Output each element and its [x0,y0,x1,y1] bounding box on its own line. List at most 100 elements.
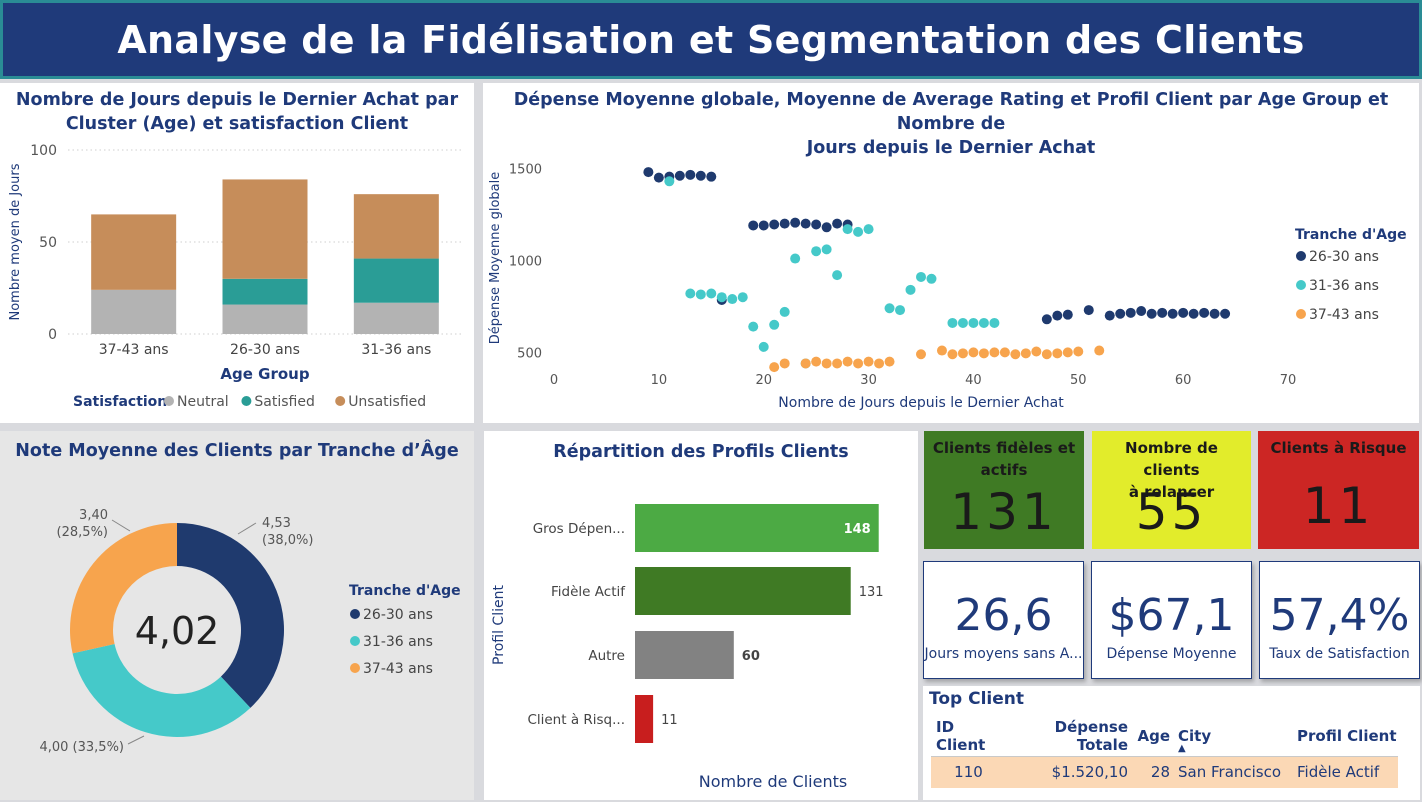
legend-item: Unsatisfied [348,394,426,410]
col-profil-client[interactable]: Profil Client [1297,726,1397,745]
profile-bar-panel[interactable]: Répartition des Profils Clients Gros Dép… [484,431,918,800]
y-tick-label: 50 [39,235,57,251]
x-axis-title: Age Group [220,365,309,383]
card-avg-spend: $67,1 Dépense Moyenne [1091,561,1252,679]
scatter-point [1052,348,1063,359]
legend-marker [1296,280,1306,290]
col-city-label: City [1178,726,1212,745]
stacked-bar-title-line1: Nombre de Jours depuis le Dernier Achat … [15,90,459,110]
donut-panel[interactable]: Note Moyenne des Clients par Tranche d’Â… [0,431,474,800]
scatter-point [685,288,696,299]
data-label: 131 [859,585,884,600]
slice-leader-line [237,522,257,535]
col-age[interactable]: Age [1137,726,1170,745]
scatter-point [1136,306,1147,316]
scatter-point [769,362,780,373]
donut-center-value: 4,02 [135,609,220,653]
scatter-point [1178,307,1189,318]
scatter-point [706,288,717,299]
scatter-point [790,217,801,228]
top-client-panel[interactable]: Top Client ID Client Dépense Totale Age … [923,686,1420,800]
scatter-point [853,358,864,369]
stacked-bar-title-line2: Cluster (Age) et satisfaction Client [65,114,409,134]
donut-chart: 4,02 4,53 (38,0%) 3,40 (28,5%) 4,00 (33,5%) Tr… [39,508,460,755]
scatter-point [653,172,664,183]
bar [635,504,879,552]
card-satisfaction-rate: 57,4% Taux de Satisfaction [1259,561,1420,679]
bar-segment [353,194,439,259]
dashboard-header: Analyse de la Fidélisation et Segmentati… [0,0,1422,79]
scatter-point [821,244,832,255]
y-tick-label: Gros Dépen... [533,521,625,537]
scatter-point [1125,307,1136,318]
legend-item: 37-43 ans [363,661,433,677]
scatter-point [978,317,989,328]
scatter-point [1094,345,1105,356]
x-tick-label: 40 [965,373,982,388]
scatter-point [832,270,843,281]
scatter-panel[interactable]: Dépense Moyenne globale, Moyenne de Aver… [483,83,1419,423]
card-satisfaction-value: 57,4% [1269,590,1410,641]
scatter-point [842,356,853,367]
scatter-point [874,358,885,369]
legend-title: Satisfaction [73,394,167,410]
slice-label: 3,40 [79,508,108,523]
scatter-title: Dépense Moyenne globale, Moyenne de Aver… [483,88,1419,160]
scatter-point [895,305,906,316]
legend-marker [350,663,360,673]
data-label: 11 [661,713,678,728]
scatter-point [769,219,780,230]
legend-marker [350,636,360,646]
scatter-point [716,292,727,303]
scatter-point [811,356,822,367]
scatter-point [947,317,958,328]
scatter-point [978,348,989,359]
donut-slice [177,523,284,708]
col-depense-totale[interactable]: Dépense Totale [1054,717,1128,754]
scatter-point [1188,308,1199,319]
kpi-relaunch-value: 55 [1135,483,1208,541]
scatter-point [884,303,895,314]
x-tick-label: 26-30 ans [230,342,300,358]
kpi-risk-value: 11 [1302,477,1375,535]
x-tick-label: 0 [550,373,558,388]
top-client-title: Top Client [929,689,1024,709]
x-axis-title: Nombre de Clients [699,772,847,791]
col-id-client[interactable]: ID Client [936,717,986,754]
top-client-table: ID Client Dépense Totale Age City ▲ Prof… [931,716,1398,788]
scatter-point [957,348,968,359]
scatter-point [853,226,864,237]
scatter-point [936,345,947,356]
table-row[interactable]: 110 $1.520,10 28 San Francisco Fidèle Ac… [931,756,1398,788]
legend-marker [164,396,174,406]
legend-marker [350,609,360,619]
slice-leader-line [111,519,131,532]
y-axis-title: Dépense Moyenne globale [488,172,503,345]
slice-leader-line [127,735,145,745]
kpi-loyal-label-line1: Clients fidèles et [932,439,1076,457]
table-header-row: ID Client Dépense Totale Age City ▲ Prof… [931,716,1398,756]
profile-bar-chart: Gros Dépen... 148 Fidèle Actif 131 Autre 60 Cl… [491,504,884,791]
sort-ascending-icon: ▲ [1178,743,1186,754]
scatter-title-line2: Jours depuis le Dernier Achat [806,138,1096,158]
scatter-point [926,273,937,284]
x-tick-label: 10 [651,373,668,388]
scatter-point [1199,307,1210,318]
slice-label: 4,53 [262,516,291,531]
scatter-point [748,220,759,231]
scatter-point [1115,308,1126,319]
kpi-relaunch-label-line2: à relancer [1128,483,1215,501]
scatter-point [769,319,780,330]
y-tick-label: 1000 [509,254,542,269]
data-label: 60 [742,649,760,664]
cell-age: 28 [1150,763,1170,782]
scatter-point [1041,314,1052,325]
legend-marker [1296,251,1306,261]
scatter-title-line1: Dépense Moyenne globale, Moyenne de Aver… [513,90,1389,134]
scatter-point [842,224,853,235]
col-city[interactable]: City ▲ [1174,716,1293,756]
stacked-bar-panel[interactable]: Nombre de Jours depuis le Dernier Achat … [0,83,474,423]
scatter-point [1052,310,1063,321]
legend-item: 31-36 ans [363,634,433,650]
legend-title: Tranche d'Age [1295,227,1407,243]
